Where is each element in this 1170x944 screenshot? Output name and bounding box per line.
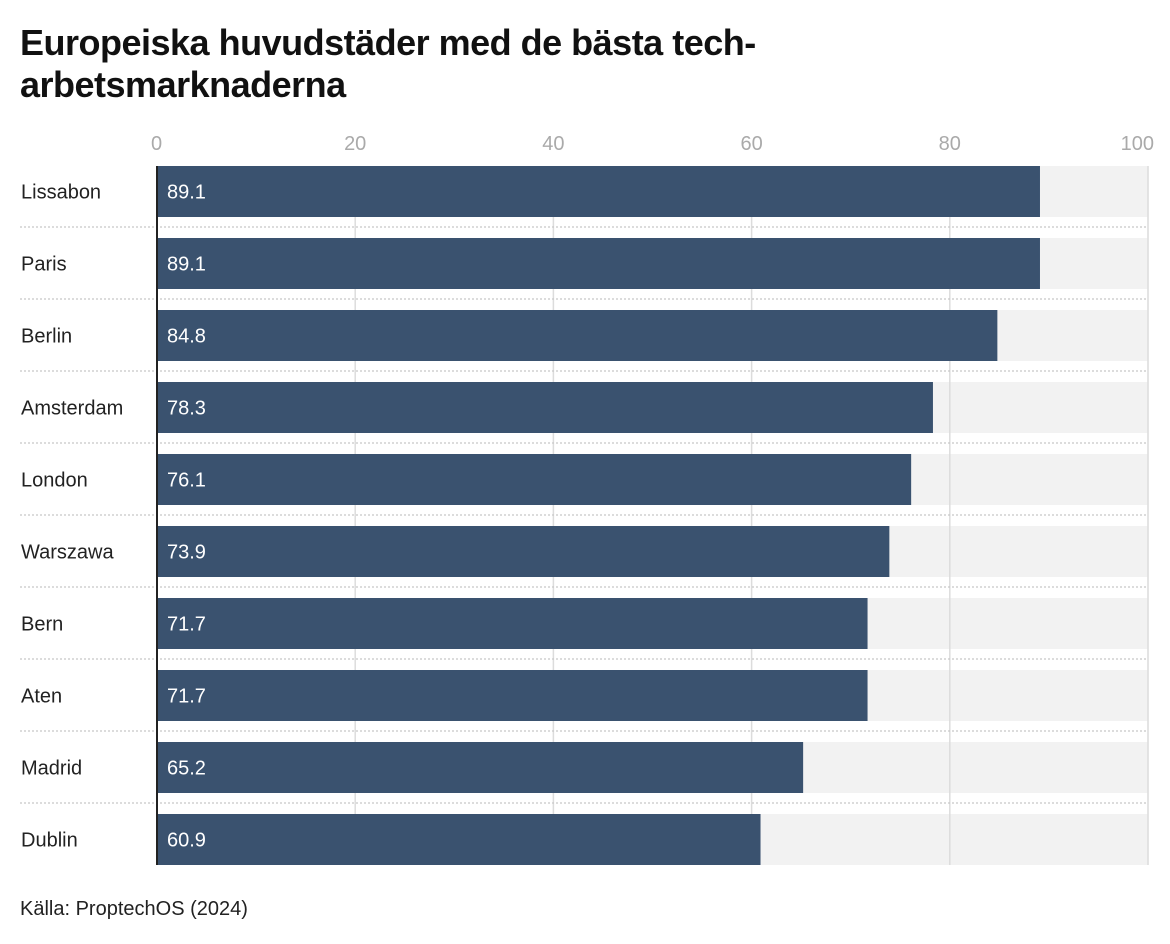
data-label: 76.1 xyxy=(167,470,206,492)
bar xyxy=(157,742,804,793)
x-tick-label: 20 xyxy=(344,133,366,155)
chart-title: Europeiska huvudstäder med de bästa tech… xyxy=(20,22,756,105)
category-label: Amsterdam xyxy=(21,398,123,420)
data-label: 89.1 xyxy=(167,254,206,276)
data-label: 84.8 xyxy=(167,326,206,348)
category-label: Dublin xyxy=(21,830,78,852)
data-label: 78.3 xyxy=(167,398,206,420)
category-label: Berlin xyxy=(21,326,72,348)
bar xyxy=(157,670,868,721)
category-label: Paris xyxy=(21,254,67,276)
data-label: 71.7 xyxy=(167,686,206,708)
data-label: 60.9 xyxy=(167,830,206,852)
bar xyxy=(157,382,933,433)
category-label: London xyxy=(21,470,88,492)
data-label: 73.9 xyxy=(167,542,206,564)
bar xyxy=(157,166,1040,217)
x-tick-label: 0 xyxy=(151,133,162,155)
bar xyxy=(157,526,890,577)
category-label: Bern xyxy=(21,614,63,636)
bar xyxy=(157,814,761,865)
bar xyxy=(157,310,998,361)
x-tick-label: 100 xyxy=(1121,133,1154,155)
data-label: 65.2 xyxy=(167,758,206,780)
bar xyxy=(157,454,912,505)
source-note: Källa: ProptechOS (2024) xyxy=(20,898,248,920)
category-label: Lissabon xyxy=(21,182,101,204)
bar xyxy=(157,238,1040,289)
x-tick-label: 60 xyxy=(740,133,762,155)
x-tick-label: 80 xyxy=(939,133,961,155)
x-tick-label: 40 xyxy=(542,133,564,155)
category-label: Madrid xyxy=(21,758,82,780)
data-label: 89.1 xyxy=(167,182,206,204)
bar xyxy=(157,598,868,649)
category-label: Warszawa xyxy=(21,542,114,564)
data-label: 71.7 xyxy=(167,614,206,636)
category-label: Aten xyxy=(21,686,62,708)
